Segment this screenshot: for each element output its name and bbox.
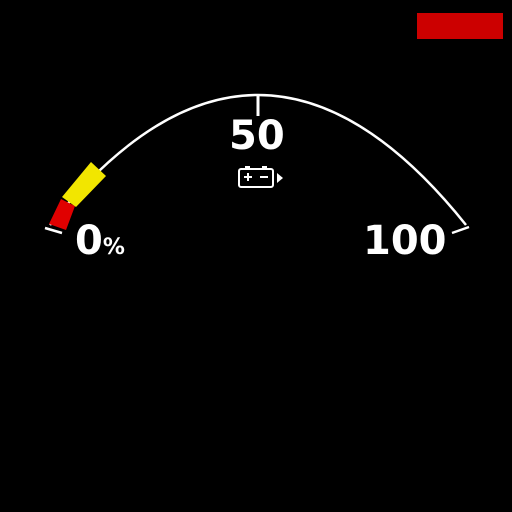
battery-icon [238, 166, 283, 188]
gauge-tick-min [44, 226, 63, 235]
gauge-arc [49, 93, 467, 226]
gauge-label-max: 100 [363, 218, 447, 264]
gauge-label-min-value: 0 [75, 218, 103, 264]
gauge-label-mid: 50 [229, 113, 285, 159]
gauge-label-min: 0% [75, 221, 125, 261]
gauge-segment-low [49, 199, 75, 230]
gauge-tick-max [451, 225, 470, 235]
status-indicator [417, 13, 503, 39]
gauge-segment-warn [62, 162, 106, 207]
gauge-label-min-unit: % [102, 235, 125, 260]
